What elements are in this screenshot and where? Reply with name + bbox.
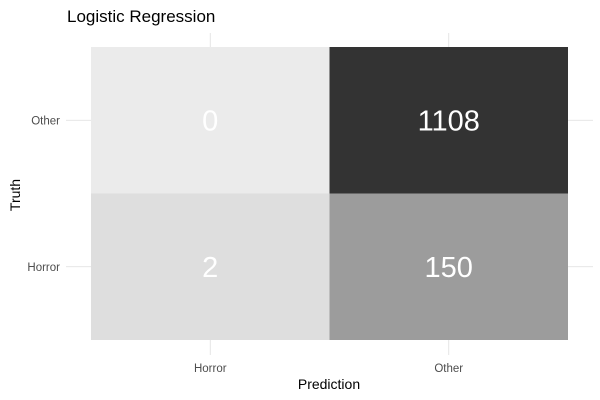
y-axis-title: Truth	[7, 179, 23, 211]
heatmap-cell	[91, 47, 330, 194]
cell-value-label: 1108	[418, 105, 480, 137]
y-axis-ticks: Horror Other	[27, 115, 60, 274]
heatmap-cell	[329, 193, 568, 340]
x-axis-ticks: Horror Other	[194, 363, 463, 375]
cell-value-label: 2	[202, 252, 218, 284]
heatmap-cell	[91, 193, 330, 340]
x-axis-title: Prediction	[298, 376, 360, 392]
cell-value-label: 0	[202, 105, 218, 137]
cell-value-label: 150	[425, 252, 473, 284]
chart-title: Logistic Regression	[67, 7, 215, 26]
heatmap-cells	[91, 47, 568, 340]
x-tick-label: Horror	[194, 363, 227, 375]
y-tick-label: Horror	[27, 262, 60, 274]
y-tick-label: Other	[31, 115, 60, 127]
x-tick-label: Other	[434, 363, 463, 375]
heatmap-cell	[329, 47, 568, 194]
cell-labels: 0 1108 2 150	[202, 105, 480, 284]
